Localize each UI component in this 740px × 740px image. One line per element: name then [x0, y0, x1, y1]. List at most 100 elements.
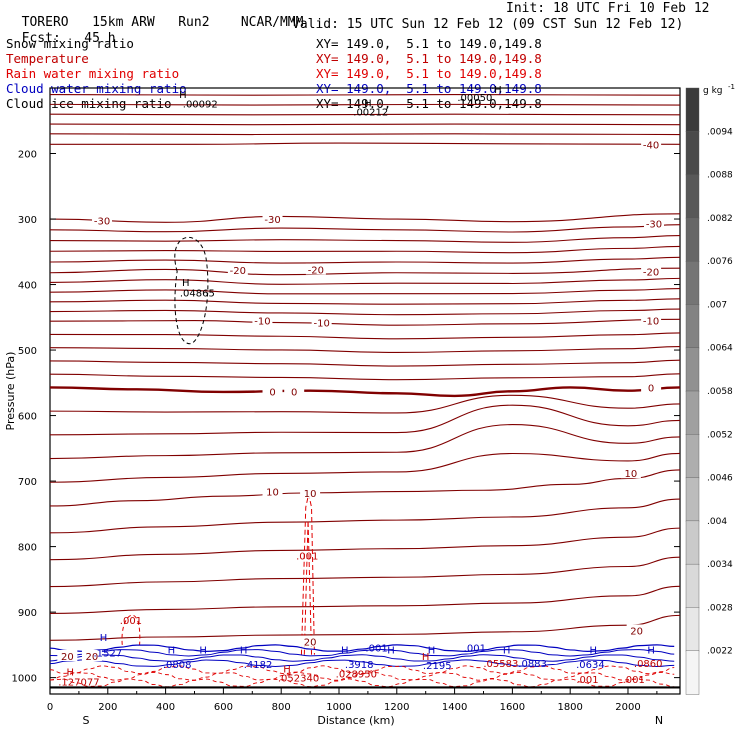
- cloud-water-contour: [49, 648, 675, 657]
- field-name: Rain water mixing ratio: [6, 66, 180, 81]
- high-marker: H: [66, 668, 74, 679]
- valid-time: Valid: 15 UTC Sun 12 Feb 12 (09 CST Sun …: [292, 17, 684, 32]
- field-name: Temperature: [6, 51, 89, 66]
- high-marker: H: [283, 664, 291, 675]
- x-tick-label: 1600: [500, 702, 525, 713]
- y-axis-label: Pressure (hPa): [4, 352, 17, 431]
- label-backdrop: [641, 381, 662, 393]
- cloud-water-contour: [49, 659, 675, 667]
- isotherm-label: -20: [308, 265, 324, 276]
- high-marker: H: [168, 645, 176, 656]
- label-backdrop: [300, 635, 321, 647]
- high-marker: H: [590, 645, 598, 656]
- mixing-ratio-value: .052340: [278, 674, 319, 685]
- isotherm-label: 0: [648, 383, 654, 394]
- axes: 0 200 400 600 800 1000 1200 1400 1600 1800 2000200…: [12, 150, 680, 713]
- y-tick-label: 400: [18, 281, 37, 292]
- label-backdrop: [227, 264, 248, 276]
- y-tick-label: 500: [18, 346, 37, 357]
- colorbar-swatch: [685, 174, 700, 219]
- x-tick-label: 400: [156, 702, 175, 713]
- isotherm-line: [49, 585, 681, 614]
- y-tick-label: 600: [18, 412, 37, 423]
- rain-plume-contour: [300, 494, 315, 655]
- mixing-ratio-value: .028950: [336, 670, 377, 681]
- isotherm-line: [49, 404, 681, 436]
- colorbar-unit: g kg: [703, 86, 723, 96]
- mixing-ratio-value: .001: [576, 675, 598, 686]
- high-marker: H: [100, 633, 108, 644]
- isotherm-label: -10: [254, 317, 270, 328]
- high-marker: H: [503, 645, 511, 656]
- isotherm-line: [49, 224, 681, 233]
- cloud-water-contour: [49, 654, 675, 662]
- mixing-ratio-value: .4182: [244, 660, 273, 671]
- label-backdrop: [284, 385, 305, 397]
- field-xy: XY= 149.0, 5.1 to 149.0,149.8: [316, 96, 542, 111]
- label-backdrop: [252, 314, 273, 326]
- high-marker: H: [428, 645, 436, 656]
- isotherm-label: 20: [86, 652, 99, 663]
- x-tick-label: 1800: [557, 702, 582, 713]
- field-name: Cloud ice mixing ratio: [6, 96, 172, 111]
- label-backdrop: [300, 486, 321, 498]
- x-axis-label: Distance (km): [317, 714, 394, 727]
- high-marker: H: [494, 85, 502, 96]
- mixing-ratio-value: .001: [464, 643, 486, 654]
- mixing-ratio-value: .0860: [634, 659, 663, 670]
- isotherm-label: 20: [630, 626, 643, 637]
- isotherm-label: -10: [313, 319, 329, 330]
- mixing-ratio-value: .1527: [93, 649, 122, 660]
- isotherm-line: [49, 373, 681, 381]
- colorbar-swatch: [685, 650, 700, 695]
- high-marker: H: [387, 645, 395, 656]
- isotherm-label: -10: [643, 317, 659, 328]
- isotherm-line: [49, 245, 681, 254]
- isotherm-line: [49, 288, 681, 295]
- colorbar-tick-label: .0022: [707, 647, 733, 657]
- isotherm-line: [49, 332, 681, 340]
- high-marker: H: [364, 98, 372, 109]
- colorbar-tick-label: .0028: [707, 603, 733, 613]
- rain-contour: [121, 614, 141, 645]
- x-tick-label: 200: [98, 702, 117, 713]
- colorbar-tick-label: .0034: [707, 560, 733, 570]
- north-label: N: [655, 714, 663, 727]
- high-marker: H: [199, 645, 207, 656]
- colorbar-swatch: [685, 87, 700, 132]
- isotherm-label: -30: [264, 215, 280, 226]
- colorbar: .0094 .0088 .0082 .0076 .007 .0064 .0058 .0052.…: [685, 83, 735, 695]
- y-tick-label: 800: [18, 543, 37, 554]
- label-backdrop: [641, 138, 662, 150]
- field-xy: XY= 149.0, 5.1 to 149.0,149.8: [316, 36, 542, 51]
- isotherm-line: [49, 94, 681, 96]
- isotherm-line: [49, 345, 681, 353]
- init-time: Init: 18 UTC Fri 10 Feb 12: [506, 1, 710, 16]
- y-tick-label: 200: [18, 150, 37, 161]
- high-marker: H: [240, 645, 248, 656]
- field-name: Snow mixing ratio: [6, 36, 134, 51]
- x-tick-label: 0: [47, 702, 53, 713]
- label-backdrop: [305, 263, 326, 275]
- isotherm-line: [49, 256, 681, 264]
- mixing-ratio-value: .0808: [163, 660, 192, 671]
- cloud-ice-contour: [174, 236, 209, 345]
- colorbar-swatch: [685, 607, 700, 652]
- isotherm-line: [49, 394, 681, 414]
- resolution: 15km ARW: [92, 15, 155, 30]
- field-xy: XY= 149.0, 5.1 to 149.0,149.8: [316, 66, 542, 81]
- south-label: S: [83, 714, 90, 727]
- label-backdrop: [57, 650, 78, 662]
- label-backdrop: [81, 650, 102, 662]
- isotherm-label: 10: [266, 488, 279, 499]
- temperature-contours: [49, 94, 681, 641]
- mixing-ratio-value: .05583: [483, 659, 518, 670]
- label-backdrop: [262, 485, 283, 497]
- isotherm-line: [49, 133, 681, 136]
- high-marker: H: [422, 652, 430, 663]
- colorbar-tick-label: .0064: [707, 344, 733, 354]
- colorbar-swatch: [685, 390, 700, 435]
- colorbar-tick-label: .0088: [707, 171, 733, 181]
